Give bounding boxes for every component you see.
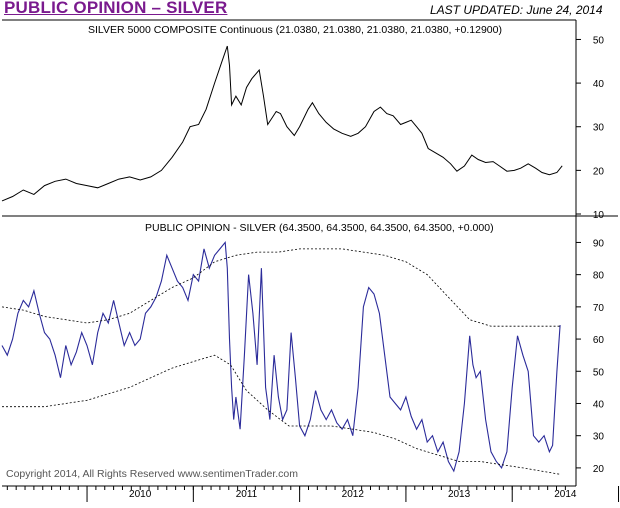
price-y-tick-label: 10 [593,210,605,221]
price-y-tick-label: 40 [593,79,605,90]
silver-price-line [1,45,563,202]
opinion-y-tick-label: 60 [593,335,605,346]
opinion-y-tick-label: 30 [593,432,605,443]
price-y-tick-label: 50 [593,35,605,46]
page-title: PUBLIC OPINION – SILVER [4,0,228,17]
x-year-label: 2014 [554,489,577,500]
last-updated-label: LAST UPDATED: June 24, 2014 [430,3,603,17]
opinion-y-tick-label: 40 [593,399,605,410]
opinion-y-tick-label: 70 [593,303,605,314]
lower-band-line [2,354,561,475]
price-panel-title: SILVER 5000 COMPOSITE Continuous (21.038… [88,24,502,36]
x-year-label: 2012 [342,489,365,500]
opinion-y-tick-label: 50 [593,367,605,378]
opinion-panel-title: PUBLIC OPINION - SILVER (64.3500, 64.350… [145,222,494,234]
upper-band-line [1,248,561,327]
date-x-axis: 2010 2011 2012 2013 2014 [6,486,620,502]
series-layer [1,45,563,475]
x-year-label: 2011 [236,489,258,500]
opinion-y-tick-label: 80 [593,271,605,282]
price-y-tick-label: 30 [593,123,605,134]
price-y-axis: 10 20 30 40 50 [576,35,604,221]
public-opinion-line [1,240,561,473]
x-year-label: 2010 [129,489,152,500]
opinion-y-axis: 20 30 40 50 60 70 80 90 [576,238,605,475]
x-year-label: 2013 [448,489,471,500]
copyright-text: Copyright 2014, All Rights Reserved www.… [6,468,298,480]
opinion-y-tick-label: 20 [593,464,605,475]
opinion-y-tick-label: 90 [593,238,605,249]
price-y-tick-label: 20 [593,166,605,177]
